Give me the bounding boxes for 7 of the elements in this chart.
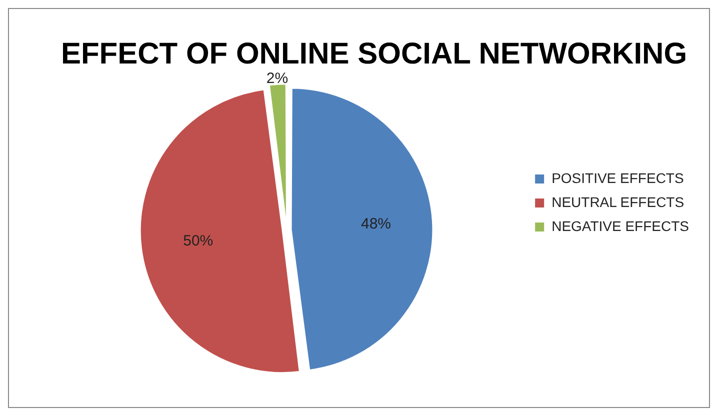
legend-label: NEUTRAL EFFECTS [552, 194, 684, 210]
data-label: 50% [183, 232, 214, 250]
chart-title: EFFECT OF ONLINE SOCIAL NETWORKING [60, 37, 688, 70]
data-label: 2% [266, 70, 288, 87]
legend-label: NEGATIVE EFFECTS [552, 218, 690, 234]
data-label: 48% [360, 216, 392, 233]
legend-label: POSITIVE EFFECTS [552, 170, 684, 186]
